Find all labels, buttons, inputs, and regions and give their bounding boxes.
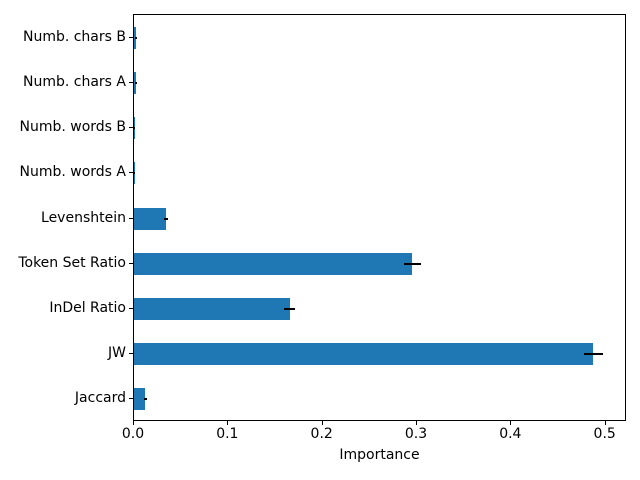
x-tick-label: 0.3 — [404, 426, 428, 442]
plot-area — [133, 14, 626, 421]
bar — [134, 252, 413, 275]
bar — [134, 297, 290, 320]
x-tick-label: 0.4 — [499, 426, 522, 442]
x-tick-label: 0.2 — [310, 426, 333, 442]
error-bar — [583, 353, 603, 356]
y-tick-label: Numb. words B — [19, 119, 126, 136]
bar — [134, 207, 167, 230]
y-tick-mark — [129, 82, 133, 83]
error-bar — [164, 217, 168, 220]
bar — [134, 388, 146, 411]
y-tick-mark — [129, 37, 133, 38]
x-tick-mark — [227, 421, 228, 425]
error-bar — [403, 262, 421, 265]
y-tick-label: Jaccard — [74, 390, 126, 407]
x-tick-mark — [416, 421, 417, 425]
y-tick-mark — [129, 172, 133, 173]
error-bar — [134, 36, 137, 39]
x-tick-mark — [605, 421, 606, 425]
y-tick-label: Numb. chars A — [23, 73, 126, 90]
x-tick-mark — [322, 421, 323, 425]
y-tick-mark — [129, 263, 133, 264]
y-tick-mark — [129, 218, 133, 219]
x-tick-label: 0.1 — [216, 426, 239, 442]
y-tick-mark — [129, 127, 133, 128]
y-tick-label: Numb. words A — [19, 164, 126, 181]
error-bar — [143, 398, 147, 401]
error-bar — [283, 307, 296, 310]
y-tick-label: InDel Ratio — [49, 299, 126, 316]
y-tick-mark — [129, 353, 133, 354]
error-bar — [134, 172, 136, 175]
x-tick-label: 0.5 — [593, 426, 616, 442]
y-tick-label: Token Set Ratio — [18, 254, 126, 271]
y-tick-mark — [129, 398, 133, 399]
y-tick-mark — [129, 308, 133, 309]
y-tick-label: Levenshtein — [41, 209, 126, 226]
x-tick-mark — [133, 421, 134, 425]
error-bar — [134, 81, 137, 84]
x-axis-label: Importance — [339, 447, 420, 463]
y-tick-label: Numb. chars B — [22, 28, 126, 45]
y-tick-label: JW — [108, 345, 126, 362]
bar — [134, 343, 594, 366]
x-tick-mark — [510, 421, 511, 425]
x-tick-label: 0.0 — [121, 426, 145, 442]
error-bar — [134, 127, 136, 130]
